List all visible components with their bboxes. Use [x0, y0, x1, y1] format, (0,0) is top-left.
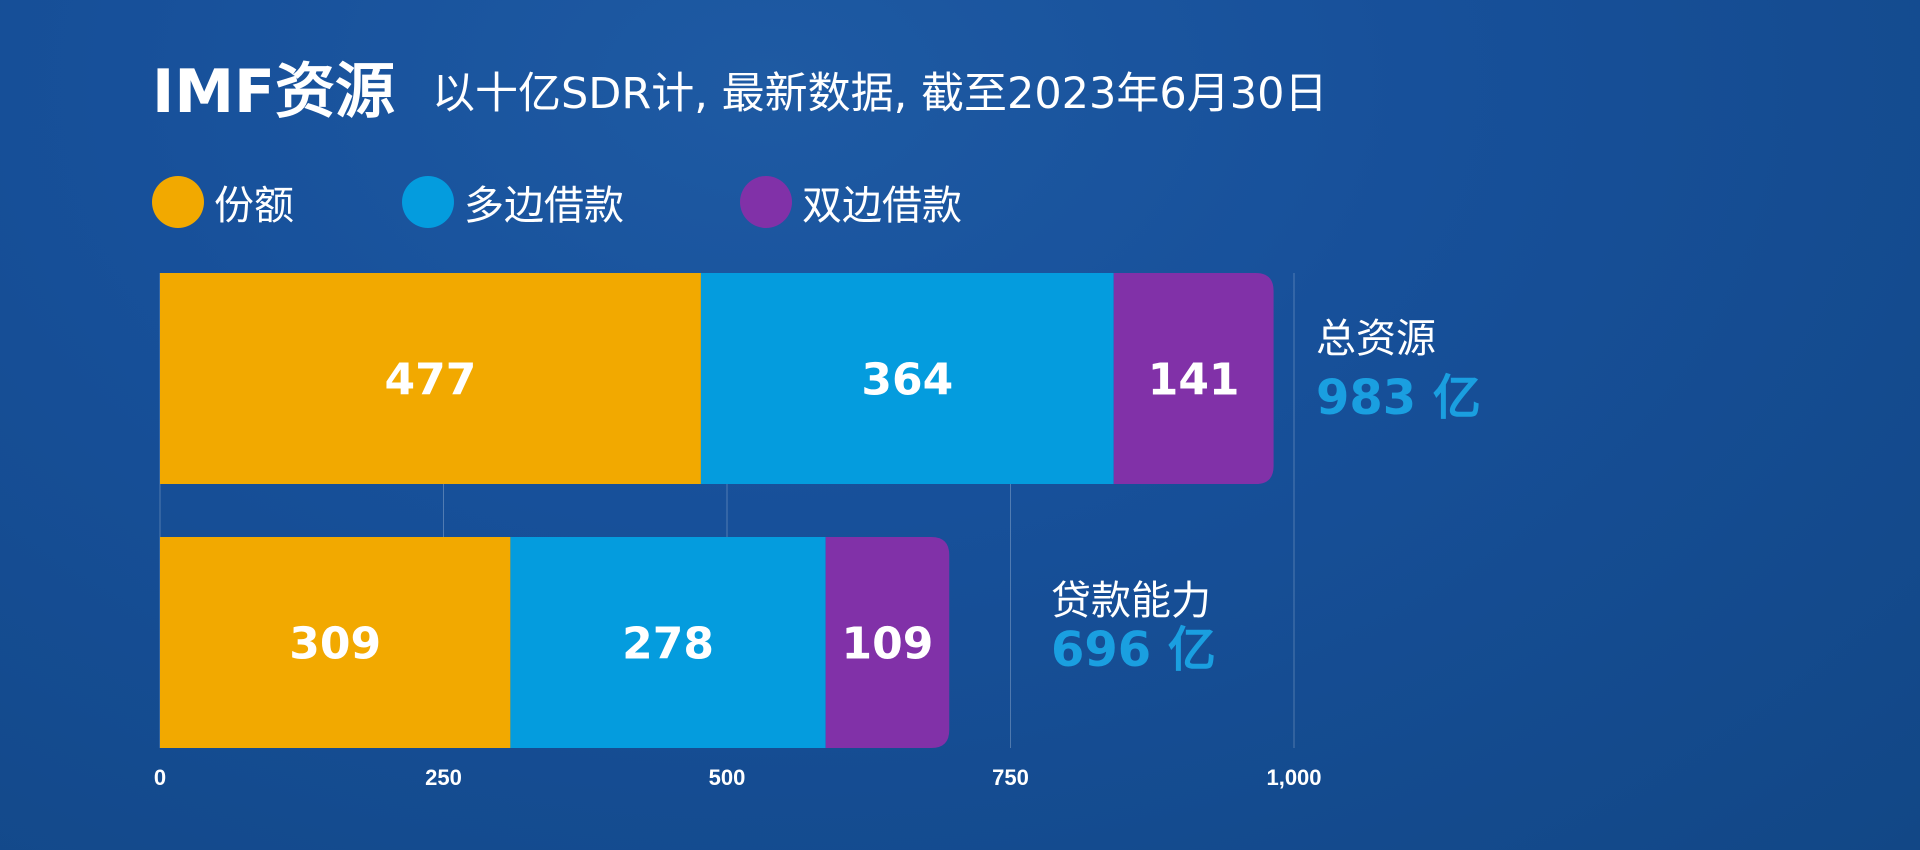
- legend-label-bilateral: 双边借款: [802, 183, 962, 229]
- legend-swatch-quota: [152, 176, 204, 228]
- bar-value-label-1-2: 109: [842, 619, 934, 670]
- bar-value-label-1-0: 309: [289, 619, 381, 670]
- legend-swatch-bilateral: [740, 176, 792, 228]
- total-value-1: 696 亿: [1051, 622, 1216, 678]
- bar-segment-1-2: [825, 537, 950, 748]
- legend-swatch-multilateral: [402, 176, 454, 228]
- x-tick-label-4: 1,000: [1266, 765, 1321, 790]
- legend-item-quota: 份额: [152, 175, 294, 229]
- bar-segment-0-0: [160, 273, 701, 484]
- bar-segment-0-2: [1113, 273, 1274, 484]
- bar-value-label-0-0: 477: [385, 355, 477, 406]
- total-label-1: 贷款能力: [1051, 578, 1211, 624]
- x-tick-label-3: 750: [992, 765, 1029, 790]
- bar-segment-0-1: [700, 273, 1114, 484]
- bar-value-label-1-1: 278: [622, 619, 714, 670]
- legend-label-multilateral: 多边借款: [464, 183, 624, 229]
- chart-title: IMF资源: [152, 57, 396, 127]
- total-value-0: 983 亿: [1316, 370, 1481, 426]
- legend-item-bilateral: 双边借款: [740, 175, 962, 229]
- legend-label-quota: 份额: [214, 183, 294, 229]
- bar-segment-1-1: [510, 537, 826, 748]
- x-tick-label-2: 500: [709, 765, 746, 790]
- bar-segment-1-0: [160, 537, 511, 748]
- chart-subtitle: 以十亿SDR计, 最新数据, 截至2023年6月30日: [432, 69, 1328, 119]
- bar-value-label-0-1: 364: [861, 355, 953, 406]
- x-tick-label-0: 0: [154, 765, 166, 790]
- bar-value-label-0-2: 141: [1148, 355, 1240, 406]
- x-tick-label-1: 250: [425, 765, 462, 790]
- total-label-0: 总资源: [1316, 316, 1436, 362]
- legend-item-multilateral: 多边借款: [402, 175, 624, 229]
